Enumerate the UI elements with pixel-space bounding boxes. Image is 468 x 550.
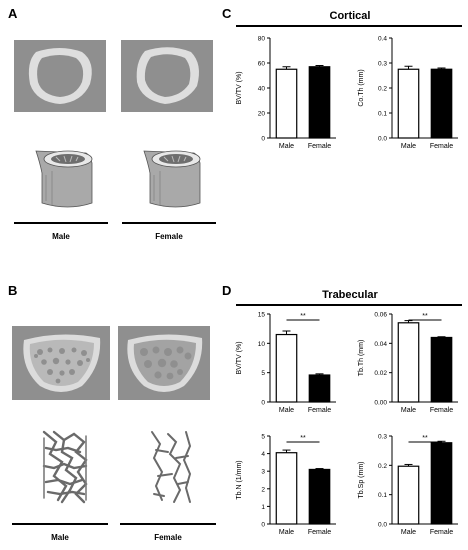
panel-label-d: D bbox=[222, 283, 232, 298]
y-axis-label: Tb.N (1/mm) bbox=[236, 460, 243, 499]
y-tick-label: 0 bbox=[261, 136, 265, 143]
chart-trabecular-tbn: 0 1 2 3 4 5 Tb.N (1/mm) Male Female ** bbox=[236, 434, 336, 536]
section-title-cortical: Cortical bbox=[329, 10, 371, 22]
panel-label-b: B bbox=[8, 283, 18, 298]
bar-male bbox=[275, 68, 298, 139]
x-tick-label-female: Female bbox=[308, 529, 331, 536]
bar-female bbox=[308, 66, 331, 139]
group-label-female-a: Female bbox=[155, 232, 183, 241]
bar-male bbox=[275, 452, 298, 525]
y-tick-label: 0.1 bbox=[378, 111, 387, 118]
x-tick-label-male: Male bbox=[401, 529, 416, 536]
y-tick-label: 0 bbox=[261, 522, 265, 529]
x-tick-label-female: Female bbox=[308, 407, 331, 414]
trabecular-scan-female bbox=[118, 326, 210, 400]
y-tick-label: 80 bbox=[258, 36, 266, 43]
x-tick-label-male: Male bbox=[401, 407, 416, 414]
x-tick-label-male: Male bbox=[279, 143, 294, 150]
chart-trabecular-bvtv: 0 5 10 15 BV/TV (%) Male Female ** bbox=[236, 312, 336, 414]
x-tick-label-female: Female bbox=[430, 407, 453, 414]
bar-male bbox=[275, 333, 298, 403]
group-label-female-b: Female bbox=[154, 533, 182, 542]
group-rule-male-a bbox=[14, 222, 108, 224]
y-tick-label: 0.2 bbox=[378, 463, 387, 470]
significance-label: ** bbox=[300, 313, 306, 320]
cortical-scan-female bbox=[121, 40, 213, 112]
y-axis-label: BV/TV (%) bbox=[236, 341, 243, 374]
y-tick-label: 20 bbox=[258, 111, 266, 118]
y-tick-label: 0.2 bbox=[378, 86, 387, 93]
group-label-male-b: Male bbox=[51, 533, 69, 542]
section-title-trabecular: Trabecular bbox=[322, 289, 378, 301]
group-rule-female-a bbox=[122, 222, 216, 224]
y-tick-label: 0.0 bbox=[378, 522, 387, 529]
bar-female bbox=[308, 468, 331, 525]
chart-trabecular-tbsp: 0.0 0.1 0.2 0.3 Tb.Sp (mm) Male Female ** bbox=[358, 434, 458, 536]
trabecular-3d-male bbox=[40, 428, 90, 506]
y-tick-label: 0.02 bbox=[374, 370, 387, 377]
x-tick-label-male: Male bbox=[279, 407, 294, 414]
bar-male bbox=[397, 322, 420, 403]
cortical-3d-male bbox=[30, 145, 100, 213]
bar-male bbox=[397, 465, 420, 525]
x-tick-label-female: Female bbox=[430, 143, 453, 150]
y-axis-label: Co.Th (mm) bbox=[358, 69, 365, 106]
y-tick-label: 0.04 bbox=[374, 341, 387, 348]
bar-female bbox=[430, 442, 453, 525]
trabecular-scan-male bbox=[12, 326, 110, 400]
significance-label: ** bbox=[422, 313, 428, 320]
y-axis-label: Tb.Th (mm) bbox=[358, 340, 365, 377]
y-tick-label: 1 bbox=[261, 504, 265, 511]
x-tick-label-male: Male bbox=[279, 529, 294, 536]
cortical-scan-male bbox=[14, 40, 106, 112]
y-tick-label: 0.00 bbox=[374, 400, 387, 407]
bar-male bbox=[397, 68, 420, 139]
y-tick-label: 2 bbox=[261, 486, 265, 493]
bar-female bbox=[430, 336, 453, 403]
y-tick-label: 0.4 bbox=[378, 36, 387, 43]
x-tick-label-female: Female bbox=[430, 529, 453, 536]
bar-female bbox=[430, 68, 453, 139]
group-rule-female-b bbox=[120, 523, 216, 525]
y-tick-label: 3 bbox=[261, 469, 265, 476]
section-rule-cortical bbox=[236, 25, 462, 27]
y-axis-label: BV/TV (%) bbox=[236, 71, 243, 104]
bar-female bbox=[308, 374, 331, 403]
y-tick-label: 40 bbox=[258, 86, 266, 93]
y-axis-label: Tb.Sp (mm) bbox=[358, 462, 365, 499]
y-tick-label: 0.06 bbox=[374, 312, 387, 319]
panel-label-a: A bbox=[8, 6, 18, 21]
y-tick-label: 10 bbox=[258, 341, 266, 348]
y-tick-label: 15 bbox=[258, 312, 266, 319]
trabecular-3d-female bbox=[146, 428, 196, 506]
section-rule-trabecular bbox=[236, 304, 462, 306]
y-tick-label: 0.0 bbox=[378, 136, 387, 143]
chart-cortical-ctth: 0.0 0.1 0.2 0.3 0.4 Co.Th (mm) Male Female bbox=[358, 36, 458, 150]
y-tick-label: 5 bbox=[261, 370, 265, 377]
x-tick-label-male: Male bbox=[401, 143, 416, 150]
y-tick-label: 0.1 bbox=[378, 492, 387, 499]
chart-trabecular-tbth: 0.00 0.02 0.04 0.06 Tb.Th (mm) Male Female ** bbox=[358, 312, 458, 414]
cortical-3d-female bbox=[138, 145, 208, 213]
y-tick-label: 0.3 bbox=[378, 434, 387, 441]
y-tick-label: 5 bbox=[261, 434, 265, 441]
y-tick-label: 0 bbox=[261, 400, 265, 407]
y-tick-label: 4 bbox=[261, 451, 265, 458]
group-rule-male-b bbox=[12, 523, 108, 525]
y-tick-label: 60 bbox=[258, 61, 266, 68]
y-tick-label: 0.3 bbox=[378, 61, 387, 68]
significance-label: ** bbox=[422, 435, 428, 442]
significance-label: ** bbox=[300, 435, 306, 442]
chart-cortical-bvtv: 0 20 40 60 80 BV/TV (%) Male Female bbox=[236, 36, 336, 150]
group-label-male-a: Male bbox=[52, 232, 70, 241]
panel-label-c: C bbox=[222, 6, 232, 21]
x-tick-label-female: Female bbox=[308, 143, 331, 150]
